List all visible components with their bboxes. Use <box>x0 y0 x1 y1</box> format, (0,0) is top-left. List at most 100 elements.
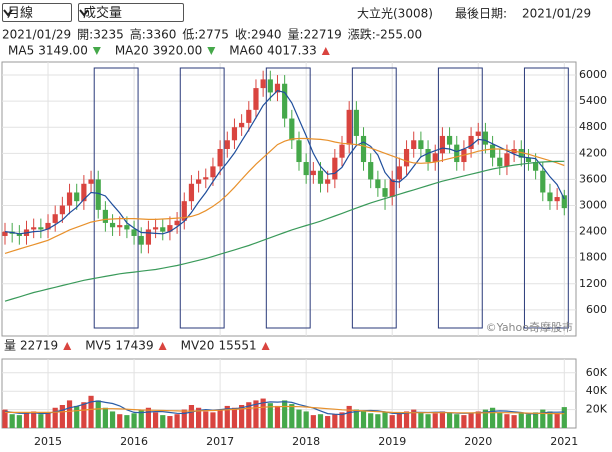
quote-date: 2021/01/29 <box>2 28 71 42</box>
x-tick-label: 2018 <box>292 435 320 448</box>
candle-body <box>2 231 8 236</box>
volume-bar <box>482 409 489 428</box>
candle-body <box>432 153 438 163</box>
period-select[interactable]: 月線 <box>2 3 72 22</box>
plot-area <box>1 358 577 429</box>
candle-body <box>66 192 73 206</box>
last-date: 2021/01/29 <box>522 7 591 21</box>
candle-body <box>303 162 309 176</box>
candle-body <box>145 229 152 245</box>
legend-name: MA5 <box>8 44 34 58</box>
candle-body <box>396 166 402 180</box>
volume-bar <box>518 413 524 428</box>
chevron <box>3 9 13 17</box>
candle-body <box>224 140 230 149</box>
candle-body <box>360 135 367 163</box>
candle-body <box>475 131 481 136</box>
volume-bar <box>432 413 438 428</box>
quote-item: 開:3235 <box>77 28 124 42</box>
candle-body <box>124 225 130 230</box>
candle-body <box>353 109 359 136</box>
volume-bar <box>196 407 202 428</box>
trend-icon <box>92 47 101 55</box>
candle-body <box>81 183 87 202</box>
x-tick-label: 2016 <box>120 435 148 448</box>
highlight-box <box>265 67 311 329</box>
candle-body <box>489 144 496 158</box>
candle-body <box>239 122 245 128</box>
candle-body <box>38 227 44 230</box>
volume-bar <box>310 415 316 428</box>
trend-icon <box>63 342 72 350</box>
volume-bar <box>282 400 288 428</box>
candle-body <box>561 195 567 209</box>
candle-body <box>525 157 532 163</box>
volume-bar <box>561 407 567 428</box>
ma-line <box>4 137 565 254</box>
volume-bar <box>224 405 230 428</box>
volume-bar <box>547 411 553 428</box>
candle-body <box>102 209 108 223</box>
candle-body <box>59 205 65 215</box>
volume-bar <box>45 412 51 428</box>
candle-body <box>382 188 388 197</box>
candle-body <box>260 79 266 89</box>
candle-body <box>267 79 273 93</box>
volume-bar <box>16 415 22 428</box>
candle-body <box>74 192 80 202</box>
volume-bar <box>66 400 73 428</box>
volume-bar <box>439 411 446 428</box>
volume-bar <box>246 402 252 428</box>
quote-item: 量:22719 <box>288 28 342 42</box>
volume-bar <box>540 409 546 428</box>
candle-body <box>504 153 510 167</box>
indicator-select[interactable]: 成交量 <box>78 3 184 22</box>
volume-bar <box>403 411 410 428</box>
candle-body <box>533 162 539 171</box>
volume-bar <box>454 414 460 428</box>
volume-bar <box>117 414 123 428</box>
volume-bar <box>375 414 381 428</box>
candle-body <box>403 148 410 167</box>
candle-body <box>138 235 144 245</box>
volume-bar <box>368 413 374 428</box>
candle-body <box>282 83 288 119</box>
candle-body <box>540 170 546 193</box>
stock-name: 大立光(3008) <box>357 6 433 21</box>
volume-bar <box>74 405 80 428</box>
candle-body <box>167 225 173 232</box>
volume-bar <box>23 413 30 428</box>
y-tick-label: 1800 <box>579 251 607 264</box>
y-tick-label: 4800 <box>579 120 607 133</box>
volume-bar <box>81 402 87 428</box>
volume-bar <box>145 407 152 428</box>
candle-body <box>296 140 302 163</box>
volume-bar <box>325 416 331 428</box>
volume-bar <box>339 412 345 428</box>
volume-bar <box>124 415 130 428</box>
candle-body <box>109 222 116 228</box>
candle-body <box>346 109 352 145</box>
volume-bar <box>303 411 309 428</box>
candle-body <box>253 88 259 110</box>
candle-body <box>95 179 101 210</box>
volume-bar <box>59 405 65 428</box>
candle-body <box>325 179 331 184</box>
volume-bar <box>332 414 338 428</box>
x-tick-label: 2021 <box>550 435 578 448</box>
highlight-box <box>351 67 397 329</box>
candle-body <box>188 183 195 202</box>
candle-body <box>274 83 281 93</box>
volume-bar <box>346 405 352 428</box>
x-tick-label: 2015 <box>34 435 62 448</box>
trend-icon <box>261 342 270 350</box>
volume-bar <box>188 405 195 428</box>
trend-icon <box>158 342 167 350</box>
candle-body <box>446 135 453 145</box>
candle-body <box>339 144 345 158</box>
volume-bar <box>95 400 101 428</box>
volume-bar <box>296 409 302 428</box>
legend-value: 3920.00 <box>153 44 203 58</box>
candle-body <box>425 148 431 163</box>
